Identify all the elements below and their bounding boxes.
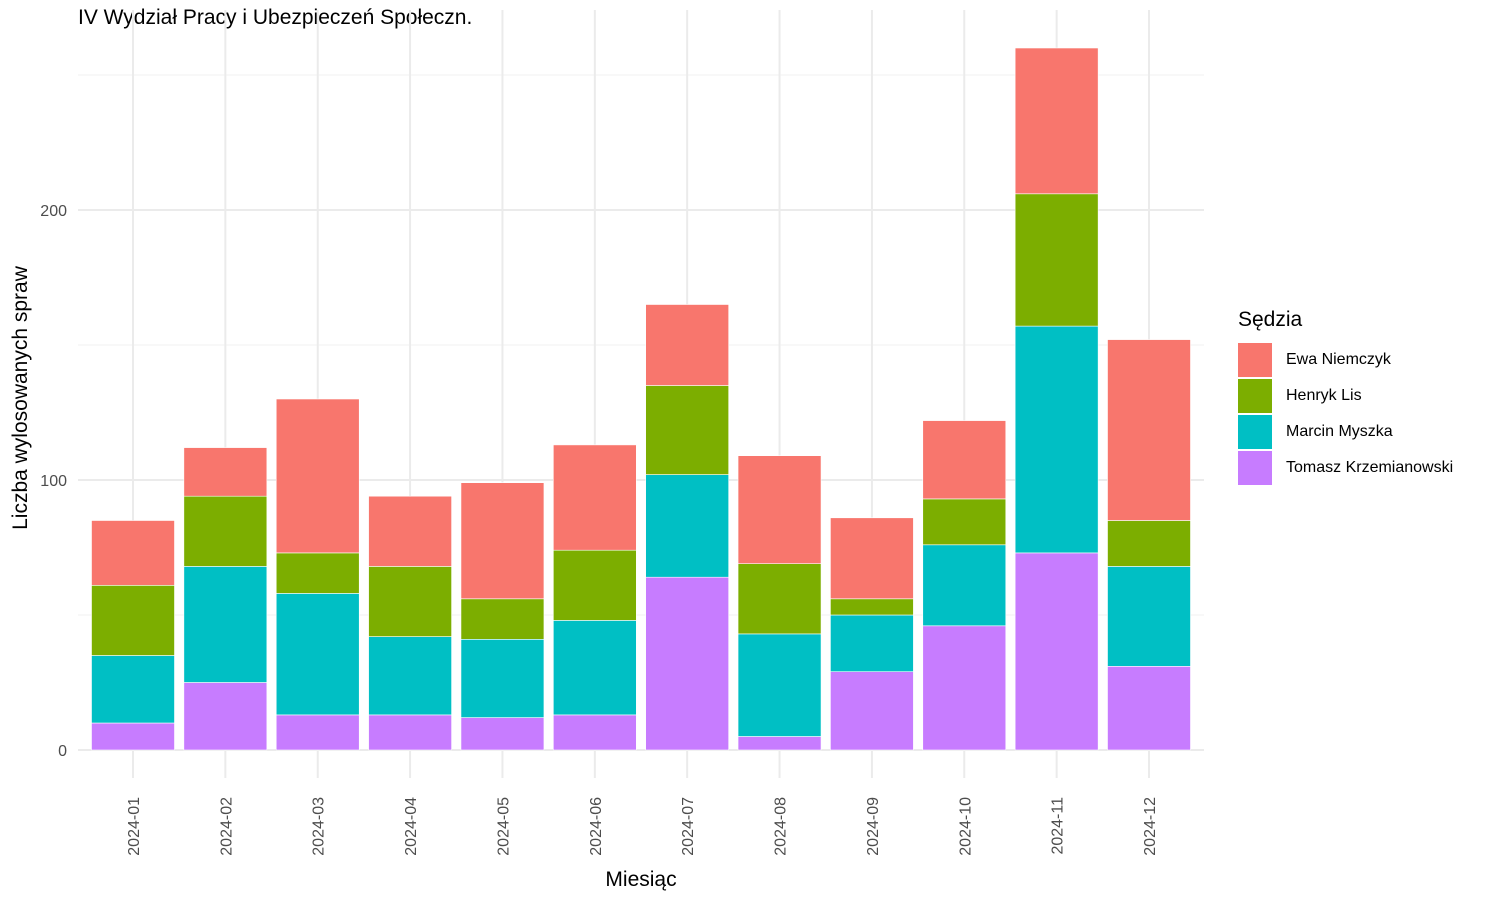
legend-title: Sędzia xyxy=(1238,308,1303,331)
x-tick-label: 2024-04 xyxy=(403,797,420,856)
bar-segment xyxy=(1014,47,1099,195)
x-tick-label: 2024-06 xyxy=(588,797,605,856)
legend-item: Henryk Lis xyxy=(1238,378,1453,414)
bar-segment xyxy=(1107,665,1191,751)
legend-key xyxy=(1238,451,1272,485)
bar-segment xyxy=(645,385,729,475)
bar-segment xyxy=(553,549,637,621)
y-tick-label: 100 xyxy=(40,473,67,490)
bar-segment xyxy=(645,304,729,386)
bar-segment xyxy=(368,636,452,716)
bar-segment xyxy=(1014,325,1099,554)
bar-segment xyxy=(460,482,545,600)
x-tick-labels: 2024-01 2024-02 2024-03 2024-04 2024-05 2024-… xyxy=(126,797,1159,856)
bar-segment xyxy=(91,520,175,586)
bar-segment xyxy=(183,495,268,567)
bar-segment xyxy=(922,544,1007,627)
bar-segment xyxy=(275,398,360,554)
legend-items: Ewa Niemczyk Henryk Lis Marcin Myszka Tomas… xyxy=(1238,342,1453,486)
bar-segment xyxy=(830,614,914,673)
bar-segment xyxy=(737,563,822,635)
bar-segment xyxy=(275,593,360,716)
bar-segment xyxy=(460,638,545,718)
bar-segment xyxy=(553,444,637,551)
x-tick-label: 2024-09 xyxy=(865,797,882,856)
y-axis-title: Liczba wylosowanych spraw xyxy=(9,265,32,530)
y-tick-labels: 0 100 200 xyxy=(40,203,67,760)
bar-segment xyxy=(922,420,1007,500)
bar-segment xyxy=(460,717,545,751)
bar-segment xyxy=(553,620,637,716)
bar-segment xyxy=(1107,520,1191,567)
x-tick-label: 2024-12 xyxy=(1142,797,1159,856)
bar-segment xyxy=(922,498,1007,546)
bar-segment xyxy=(183,682,268,751)
bar-segment xyxy=(368,714,452,751)
bar-segment xyxy=(275,714,360,751)
bar-segment xyxy=(91,584,175,656)
bar-segment xyxy=(460,598,545,640)
legend-label: Tomasz Krzemianowski xyxy=(1286,459,1454,476)
bar-segment xyxy=(737,455,822,565)
legend-label: Marcin Myszka xyxy=(1286,423,1393,440)
x-tick-label: 2024-03 xyxy=(311,797,328,856)
bar-segment xyxy=(737,633,822,737)
legend-item: Marcin Myszka xyxy=(1238,414,1453,450)
x-tick-label: 2024-07 xyxy=(680,797,697,856)
bar-segment xyxy=(830,598,914,616)
bar-segment xyxy=(183,447,268,497)
legend-item: Tomasz Krzemianowski xyxy=(1238,450,1453,486)
bar-segment xyxy=(91,655,175,724)
legend-label: Ewa Niemczyk xyxy=(1286,351,1391,368)
bar-segment xyxy=(91,722,175,751)
x-tick-label: 2024-10 xyxy=(957,797,974,856)
bar-segment xyxy=(737,736,822,751)
x-tick-label: 2024-11 xyxy=(1050,797,1067,855)
bar-segment xyxy=(1107,566,1191,667)
bar-segment xyxy=(368,495,452,567)
legend-label: Henryk Lis xyxy=(1286,387,1362,404)
bar-segment xyxy=(1014,193,1099,327)
bar-segment xyxy=(922,625,1007,751)
x-tick-label: 2024-08 xyxy=(773,797,790,856)
bar-segment xyxy=(830,517,914,600)
bar-segment xyxy=(645,576,729,751)
legend: Sędzia Ewa Niemczyk Henryk Lis Marcin Mysz… xyxy=(1238,308,1453,486)
legend-key xyxy=(1238,379,1272,413)
bar-segment xyxy=(183,566,268,683)
bar-segment xyxy=(553,714,637,751)
y-tick-label: 0 xyxy=(58,743,67,760)
x-tick-label: 2024-05 xyxy=(495,797,512,856)
x-axis-title: Miesiąc xyxy=(605,868,676,891)
legend-item: Ewa Niemczyk xyxy=(1238,342,1453,378)
x-tick-label: 2024-01 xyxy=(126,797,143,856)
bar-segment xyxy=(645,474,729,578)
bar-segment xyxy=(368,566,452,637)
chart-title: IV Wydział Pracy i Ubezpieczeń Społeczn. xyxy=(78,6,473,29)
bar-segment xyxy=(1014,552,1099,751)
bars xyxy=(91,47,1191,751)
x-tick-label: 2024-02 xyxy=(218,797,235,856)
bar-segment xyxy=(830,671,914,751)
bar-segment xyxy=(275,552,360,594)
bar-segment xyxy=(1107,339,1191,521)
legend-key xyxy=(1238,415,1272,449)
y-tick-label: 200 xyxy=(40,203,67,220)
legend-key xyxy=(1238,343,1272,377)
